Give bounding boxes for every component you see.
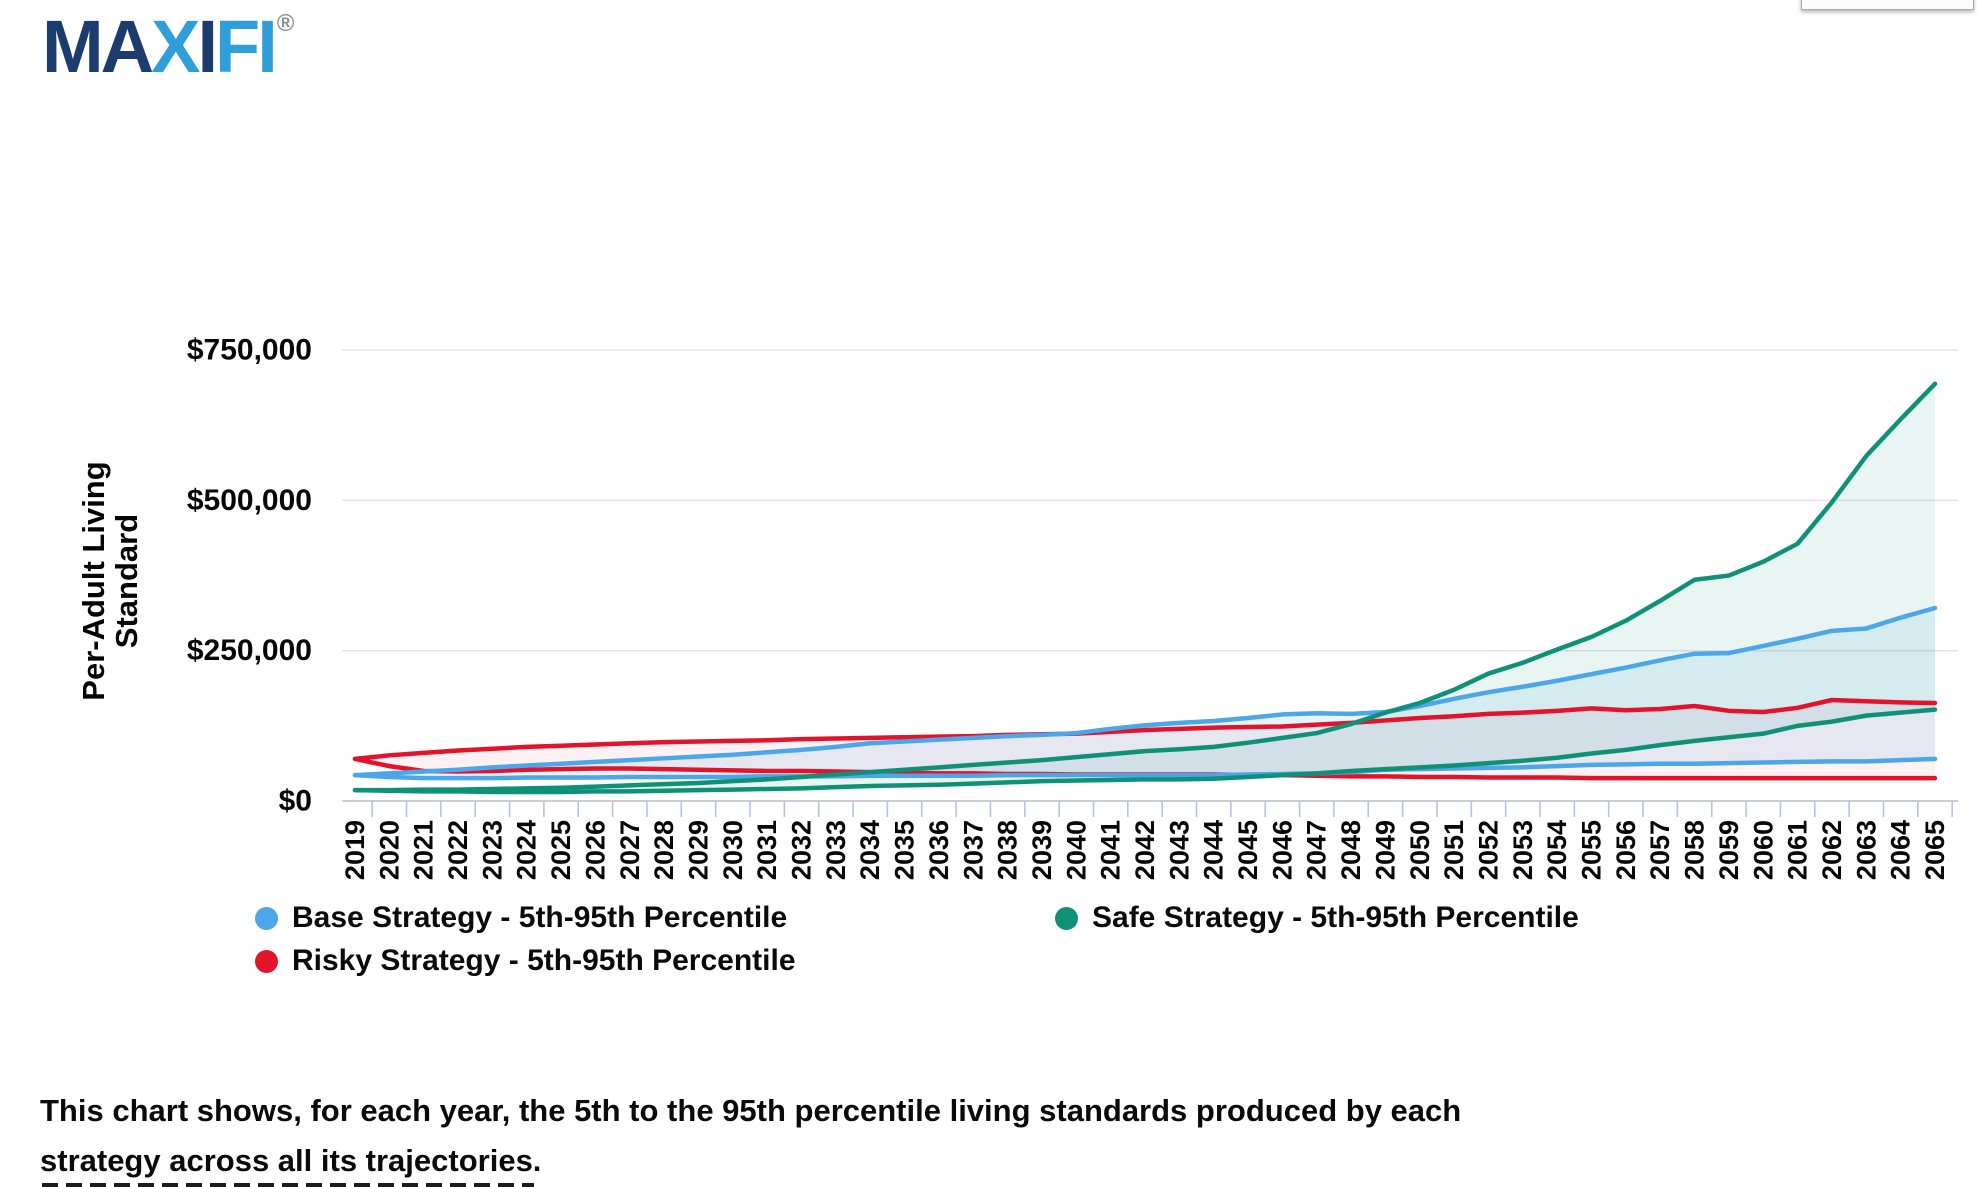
x-tick-label: 2027 — [615, 820, 645, 880]
x-tick-label: 2044 — [1199, 820, 1229, 880]
x-tick-label: 2057 — [1645, 820, 1675, 880]
logo-segment: X — [151, 5, 200, 88]
x-tick-label: 2034 — [855, 820, 885, 880]
base-strategy-band-fill — [355, 608, 1935, 779]
x-tick-label: 2056 — [1611, 820, 1641, 880]
x-tick-label: 2038 — [993, 820, 1023, 880]
registered-trademark-symbol: ® — [276, 10, 295, 37]
base-strategy-95th-line — [352, 605, 1938, 778]
x-tick-label: 2030 — [718, 820, 748, 880]
chart-legend: Base Strategy - 5th-95th Percentile Safe … — [255, 901, 1579, 978]
y-tick-label: $0 — [279, 785, 312, 818]
x-tick-label: 2061 — [1783, 820, 1813, 880]
x-tick-label: 2063 — [1851, 820, 1881, 880]
x-tick-label: 2047 — [1302, 820, 1332, 880]
y-tick-label: $500,000 — [187, 484, 312, 517]
x-tick-label: 2051 — [1439, 820, 1469, 880]
chart-caption: This chart shows, for each year, the 5th… — [40, 1086, 1461, 1186]
cropped-top-right-control[interactable] — [1801, 0, 1974, 10]
logo-word: MAXIFI — [42, 5, 278, 88]
x-tick-label: 2021 — [409, 820, 439, 880]
x-tick-label: 2065 — [1920, 820, 1950, 880]
x-tick-label: 2052 — [1473, 820, 1503, 880]
caption-line1: This chart shows, for each year, the 5th… — [40, 1093, 1462, 1128]
x-tick-label: 2022 — [443, 820, 473, 880]
x-tick-label: 2041 — [1096, 820, 1126, 880]
cropped-text-line — [42, 1183, 534, 1187]
base-strategy-legend-dot-icon — [255, 906, 278, 930]
safe-strategy-95th-line — [352, 381, 1938, 793]
legend-item-safe-strategy: Safe Strategy - 5th-95th Percentile — [1055, 901, 1579, 935]
x-tick-label: 2020 — [374, 820, 404, 880]
x-tick-label: 2033 — [821, 820, 851, 880]
x-tick-label: 2046 — [1267, 820, 1297, 880]
x-tick-label: 2025 — [546, 820, 576, 880]
x-tick-label: 2032 — [787, 820, 817, 880]
x-tick-label: 2024 — [512, 820, 542, 880]
x-tick-label: 2035 — [890, 820, 920, 880]
x-tick-label: 2064 — [1886, 820, 1916, 880]
x-tick-label: 2019 — [340, 820, 370, 880]
legend-item-base-strategy: Base Strategy - 5th-95th Percentile — [255, 901, 1055, 935]
logo-segment: I — [197, 5, 217, 88]
legend-label: Risky Strategy - 5th-95th Percentile — [292, 944, 796, 977]
x-tick-label: 2042 — [1130, 820, 1160, 880]
safe-strategy-legend-dot-icon — [1055, 906, 1078, 930]
x-tick-label: 2028 — [649, 820, 679, 880]
x-tick-label: 2040 — [1061, 820, 1091, 880]
x-tick-label: 2053 — [1508, 820, 1538, 880]
maxifi-logo: MAXIFI® — [42, 10, 295, 84]
legend-label: Safe Strategy - 5th-95th Percentile — [1092, 901, 1579, 934]
safe-strategy-5th-line — [352, 707, 1938, 795]
y-tick-label: $250,000 — [187, 634, 312, 667]
x-tick-label: 2039 — [1027, 820, 1057, 880]
x-tick-label: 2026 — [580, 820, 610, 880]
x-tick-label: 2029 — [683, 820, 713, 880]
base-strategy-5th-line — [352, 756, 1938, 781]
x-tick-label: 2048 — [1336, 820, 1366, 880]
safe-strategy-band-fill — [355, 383, 1935, 792]
x-tick-label: 2036 — [924, 820, 954, 880]
risky-strategy-95th-line — [352, 697, 1938, 762]
x-tick-label: 2058 — [1680, 820, 1710, 880]
logo-segment: MA — [42, 5, 154, 88]
x-tick-label: 2062 — [1817, 820, 1847, 880]
risky-strategy-legend-dot-icon — [255, 949, 278, 973]
x-tick-label: 2049 — [1370, 820, 1400, 880]
x-tick-label: 2050 — [1405, 820, 1435, 880]
y-tick-label: $750,000 — [187, 334, 312, 367]
x-tick-label: 2059 — [1714, 820, 1744, 880]
logo-segment: FI — [215, 5, 278, 88]
x-tick-label: 2043 — [1164, 820, 1194, 880]
x-tick-label: 2060 — [1748, 820, 1778, 880]
x-tick-label: 2037 — [958, 820, 988, 880]
x-tick-label: 2045 — [1233, 820, 1263, 880]
caption-line2: strategy across all its trajectories. — [40, 1143, 542, 1178]
x-tick-label: 2054 — [1542, 820, 1572, 880]
legend-label: Base Strategy - 5th-95th Percentile — [292, 901, 788, 934]
x-tick-label: 2055 — [1577, 820, 1607, 880]
x-tick-label: 2023 — [477, 820, 507, 880]
x-tick-label: 2031 — [752, 820, 782, 880]
legend-item-risky-strategy: Risky Strategy - 5th-95th Percentile — [255, 944, 1055, 978]
